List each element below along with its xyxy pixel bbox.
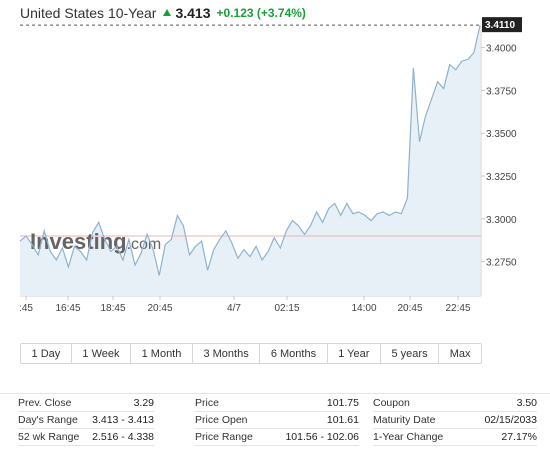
stat-row: Price Open 101.61	[195, 412, 359, 429]
stat-value: 02/15/2033	[484, 414, 537, 426]
range-button-1-week[interactable]: 1 Week	[72, 344, 132, 363]
stat-label: Maturity Date	[373, 414, 436, 426]
last-price-badge	[482, 17, 522, 33]
x-tick-label: 22:45	[445, 303, 470, 314]
stat-label: Price Range	[195, 431, 253, 443]
x-tick-label: 20:45	[397, 303, 422, 314]
quote-header: United States 10-Year 3.413 +0.123 (+3.7…	[20, 4, 306, 22]
stat-row: Price 101.75	[195, 395, 359, 412]
stat-row: Price Range 101.56 - 102.06	[195, 429, 359, 446]
stat-value: 3.29	[133, 397, 154, 409]
stat-value: 3.50	[516, 397, 537, 409]
stat-row: Maturity Date 02/15/2033	[373, 412, 537, 429]
y-tick-label: 3.2750	[486, 258, 517, 269]
stat-label: Price	[195, 397, 219, 409]
stat-row: Coupon 3.50	[373, 395, 537, 412]
x-tick-label: 02:15	[274, 303, 299, 314]
x-tick-label: 14:00	[351, 303, 376, 314]
stat-label: Price Open	[195, 414, 248, 426]
stat-value: 101.56 - 102.06	[285, 431, 359, 443]
series-line	[19, 24, 481, 276]
last-price-label: 3.4110	[485, 20, 515, 31]
stats-column: Coupon 3.50 Maturity Date 02/15/2033 1-Y…	[373, 395, 537, 446]
stat-label: 52 wk Range	[18, 431, 80, 443]
range-button-1-day[interactable]: 1 Day	[21, 344, 72, 363]
stat-label: Day's Range	[18, 414, 78, 426]
range-button-1-year[interactable]: 1 Year	[328, 344, 381, 363]
price-change: +0.123 (+3.74%)	[216, 6, 306, 20]
y-tick-label: 3.4000	[486, 43, 517, 54]
x-tick-label: 18:45	[100, 303, 125, 314]
range-button-1-month[interactable]: 1 Month	[131, 344, 193, 363]
range-button-3-months[interactable]: 3 Months	[193, 344, 261, 363]
range-button-max[interactable]: Max	[449, 347, 471, 360]
x-tick-label: 4/7	[227, 303, 241, 314]
y-tick-label: 3.3750	[486, 86, 517, 97]
stats-column: Prev. Close 3.29 Day's Range 3.413 - 3.4…	[18, 395, 154, 446]
x-tick-label: 16:45	[55, 303, 80, 314]
stat-value: 101.61	[326, 414, 359, 426]
x-tick-label: :45	[19, 303, 33, 314]
x-tick-label: 20:45	[147, 303, 172, 314]
stats-column: Price 101.75 Price Open 101.61 Price Ran…	[195, 395, 359, 446]
range-button-6-months[interactable]: 6 Months	[260, 344, 328, 363]
instrument-title: United States 10-Year	[20, 5, 157, 21]
stat-label: Prev. Close	[18, 397, 72, 409]
price-chart[interactable]: 3.40003.37503.35003.32503.30003.2750Inve…	[0, 0, 550, 340]
stat-value: 101.75	[326, 397, 359, 409]
stat-row: 1-Year Change 27.17%	[373, 429, 537, 446]
stat-label: Coupon	[373, 397, 410, 409]
stat-value: 2.516 - 4.338	[92, 431, 154, 443]
stat-label: 1-Year Change	[373, 431, 444, 443]
y-tick-label: 3.3000	[486, 215, 517, 226]
series-area-fill	[20, 25, 480, 296]
y-tick-label: 3.3250	[486, 172, 517, 183]
last-price: 3.413	[175, 5, 211, 21]
up-arrow-icon	[163, 8, 172, 16]
stat-value: 3.413 - 3.413	[92, 414, 154, 426]
stats-divider	[0, 393, 550, 394]
stat-row: Prev. Close 3.29	[18, 395, 154, 412]
range-button-5-years[interactable]: 5 years	[381, 344, 440, 363]
stat-row: Day's Range 3.413 - 3.413	[18, 412, 154, 429]
stat-value: 27.17%	[501, 431, 537, 443]
time-range-selector: 1 Day 1 Week 1 Month 3 Months 6 Months 1…	[20, 343, 482, 364]
stat-row: 52 wk Range 2.516 - 4.338	[18, 429, 154, 446]
y-tick-label: 3.3500	[486, 129, 517, 140]
